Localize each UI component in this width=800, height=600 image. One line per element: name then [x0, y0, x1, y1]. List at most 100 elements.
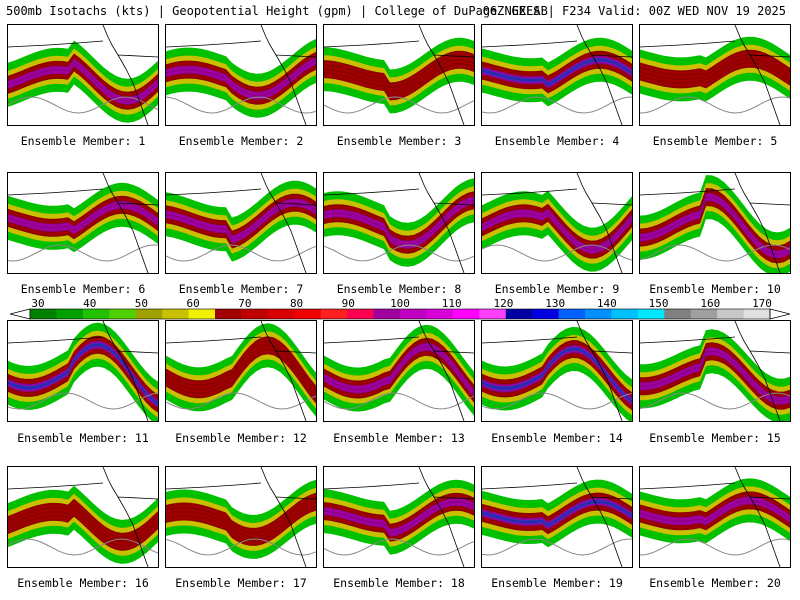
- wind-streamline: [482, 356, 632, 410]
- colorbar-tick-label: 100: [390, 297, 410, 310]
- wind-streamline: [640, 499, 790, 522]
- wind-streamline: [8, 69, 158, 110]
- isotach-band: [324, 178, 474, 267]
- colorbar-swatch: [373, 309, 401, 319]
- colorbar-tick-label: 110: [441, 297, 462, 310]
- wind-streamline: [8, 511, 158, 547]
- ensemble-member-map: [481, 172, 633, 274]
- wind-streamline: [166, 344, 316, 396]
- jet-stream-map: [640, 173, 790, 273]
- ensemble-member-map: [165, 172, 317, 274]
- wind-streamline: [640, 350, 790, 402]
- wind-streamline: [8, 53, 158, 94]
- height-contour: [166, 244, 316, 262]
- colorbar-swatch: [479, 309, 507, 319]
- wind-streamline: [640, 358, 790, 410]
- colorbar-outline: [29, 308, 771, 320]
- height-contour: [482, 538, 632, 556]
- wind-streamline: [166, 202, 316, 241]
- wind-streamline: [324, 199, 474, 246]
- wind-streamline: [324, 59, 474, 93]
- coastline-borders: [324, 173, 474, 273]
- wind-streamline: [640, 204, 790, 264]
- wind-streamline: [166, 336, 316, 388]
- ensemble-member-map: [481, 24, 633, 126]
- wind-streamline: [324, 191, 474, 238]
- wind-streamline: [166, 493, 316, 530]
- ensemble-member-label: Ensemble Member: 4: [494, 134, 620, 148]
- jet-stream-map: [640, 467, 790, 567]
- colorbar-swatch: [135, 309, 163, 319]
- wind-streamline: [324, 338, 474, 387]
- wind-streamline: [8, 200, 158, 227]
- height-contour: [8, 96, 158, 114]
- height-contour: [324, 392, 474, 410]
- wind-streamline: [324, 354, 474, 403]
- colorbar-tick-label: 50: [134, 297, 149, 310]
- coastline-borders: [640, 25, 790, 125]
- wind-streamline: [8, 339, 158, 401]
- jet-stream-map: [8, 467, 158, 567]
- height-contour: [324, 96, 474, 114]
- wind-streamline: [324, 497, 474, 530]
- wind-streamline: [166, 497, 316, 534]
- isotach-band: [640, 329, 790, 421]
- ensemble-member-map: [481, 466, 633, 568]
- coastline-borders: [640, 173, 790, 273]
- colorbar-swatch: [241, 309, 269, 319]
- height-contour: [8, 538, 158, 556]
- height-contour: [640, 244, 790, 262]
- ensemble-member-map: [323, 466, 475, 568]
- wind-streamline: [482, 51, 632, 78]
- wind-streamline: [324, 505, 474, 538]
- ensemble-member-label: Ensemble Member: 13: [333, 431, 465, 445]
- wind-streamline: [166, 52, 316, 89]
- ensemble-member-label: Ensemble Member: 3: [336, 134, 462, 148]
- wind-streamline: [166, 68, 316, 105]
- ensemble-member-label: Ensemble Member: 2: [178, 134, 304, 148]
- wind-streamline: [166, 64, 316, 101]
- height-contour: [482, 244, 632, 262]
- jet-stream-map: [640, 321, 790, 421]
- isotach-band: [8, 340, 158, 408]
- colorbar-swatch: [558, 309, 586, 319]
- wind-streamline: [482, 212, 632, 251]
- wind-streamline: [166, 352, 316, 404]
- wind-streamline: [482, 208, 632, 247]
- isotach-band: [324, 497, 474, 537]
- wind-streamline: [166, 509, 316, 546]
- wind-streamline: [166, 340, 316, 392]
- jet-stream-map: [324, 25, 474, 125]
- ensemble-member-label: Ensemble Member: 12: [175, 431, 307, 445]
- jet-stream-map: [324, 173, 474, 273]
- wind-streamline: [482, 504, 632, 530]
- wind-streamline: [166, 210, 316, 249]
- wind-streamline: [640, 58, 790, 81]
- colorbar-tick-label: 80: [289, 297, 304, 310]
- wind-streamline: [8, 57, 158, 98]
- height-contour: [8, 392, 158, 410]
- colorbar-swatch: [400, 309, 427, 319]
- isotach-band: [324, 196, 474, 249]
- ensemble-member-map: [323, 24, 475, 126]
- wind-streamline: [640, 188, 790, 248]
- jet-stream-map: [640, 25, 790, 125]
- coastline-borders: [324, 25, 474, 125]
- ensemble-member-map: [165, 320, 317, 422]
- colorbar-tick-label: 160: [700, 297, 721, 310]
- isotach-band: [8, 58, 158, 105]
- ensemble-member-map: [165, 24, 317, 126]
- isotach-band: [8, 342, 158, 406]
- isotach-band: [324, 186, 474, 259]
- coastline-borders: [324, 321, 474, 421]
- colorbar-swatch: [215, 309, 242, 319]
- colorbar-swatch: [717, 309, 745, 319]
- height-contour: [8, 244, 158, 262]
- wind-streamline: [166, 348, 316, 400]
- height-contour: [324, 538, 474, 556]
- wind-streamline: [8, 335, 158, 397]
- wind-streamline: [324, 55, 474, 89]
- colorbar-arrow-right: [769, 308, 790, 320]
- wind-streamline: [482, 63, 632, 90]
- coastline-borders: [166, 173, 316, 273]
